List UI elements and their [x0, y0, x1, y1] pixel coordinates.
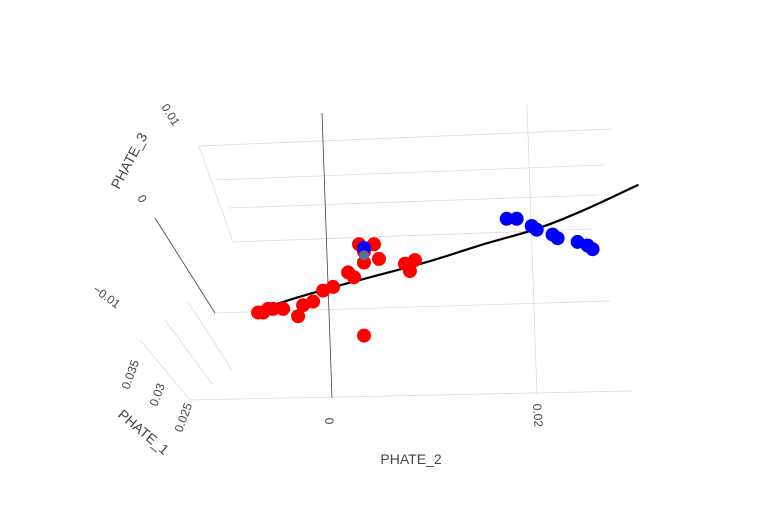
data-point-red[interactable]: [306, 294, 321, 309]
y-tick-label: 0.03: [147, 381, 168, 408]
data-point-blue[interactable]: [585, 242, 600, 257]
data-point-red[interactable]: [407, 253, 422, 268]
data-point-red[interactable]: [276, 301, 291, 316]
y-tick-label: 0.025: [172, 401, 196, 434]
data-point-blue[interactable]: [499, 211, 514, 226]
data-point-blue[interactable]: [550, 231, 565, 246]
data-point-blue[interactable]: [357, 241, 371, 255]
z-axis-title: PHATE_3: [108, 130, 151, 192]
grid-line: [189, 390, 633, 401]
zero-line: [154, 217, 216, 314]
grid-line: [214, 164, 605, 181]
grid-line: [164, 319, 214, 386]
x-tick-label: 0: [322, 417, 336, 425]
data-point-red[interactable]: [291, 309, 306, 324]
data-point-red[interactable]: [357, 255, 371, 270]
z-tick-label: 0: [134, 192, 150, 205]
grid-line: [198, 128, 613, 147]
trajectory-line: [252, 183, 639, 314]
grid-line: [187, 301, 233, 371]
x-axis-title: PHATE_2: [380, 451, 441, 467]
data-point-blue[interactable]: [529, 222, 544, 237]
data-point-red[interactable]: [357, 328, 371, 343]
x-tick-label: 0.02: [530, 403, 546, 428]
data-point-blue[interactable]: [509, 211, 524, 226]
zero-line: [321, 112, 333, 399]
grid-line: [526, 103, 538, 396]
data-point-red[interactable]: [402, 264, 417, 279]
grid-line: [228, 194, 599, 209]
z-tick-label: 0.01: [158, 101, 182, 129]
y-tick-label: 0.035: [119, 358, 143, 391]
data-point-red[interactable]: [266, 301, 281, 316]
points-layer: [251, 211, 600, 343]
data-point-highlight[interactable]: [359, 250, 369, 261]
grid-line: [198, 145, 234, 243]
grid-line: [139, 339, 191, 401]
data-point-red[interactable]: [326, 279, 341, 294]
trajectory-layer: [252, 183, 639, 314]
z-tick-label: −0.01: [90, 282, 123, 311]
y-axis-title: PHATE_1: [115, 406, 172, 458]
axis-grid: [139, 103, 633, 401]
data-point-red[interactable]: [341, 265, 356, 280]
data-point-red[interactable]: [372, 251, 386, 266]
